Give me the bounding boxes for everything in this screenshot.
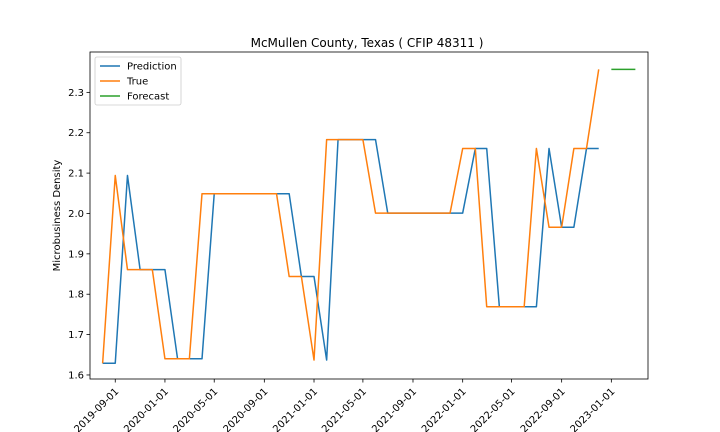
- legend-label-prediction: Prediction: [127, 62, 177, 73]
- y-tick-label: 2.0: [68, 209, 84, 220]
- y-tick-label: 1.7: [68, 330, 84, 341]
- y-tick-label: 2.3: [68, 88, 84, 99]
- x-tick-label: 2020-05-01: [171, 386, 220, 432]
- series-line-prediction: [102, 138, 599, 365]
- x-tick-label: 2021-05-01: [320, 386, 369, 432]
- series-layer: [101, 68, 636, 365]
- plot-area-frame: [89, 51, 649, 380]
- x-tick-label: 2023-01-01: [569, 386, 618, 432]
- y-tick-label: 2.1: [68, 169, 84, 180]
- y-axis: 1.6 1.7 1.8 1.9 2.0 2.1 2.2 2.3: [68, 88, 90, 381]
- y-tick-label: 1.9: [68, 249, 84, 260]
- legend-box: [94, 56, 182, 106]
- legend-label-true: True: [126, 77, 148, 88]
- series-line-true: [101, 69, 600, 364]
- x-tick-label: 2020-09-01: [222, 386, 271, 432]
- x-tick-label: 2020-01-01: [122, 386, 171, 432]
- x-tick-label: 2019-09-01: [72, 386, 121, 432]
- y-tick-label: 2.2: [68, 128, 84, 139]
- x-tick-label: 2022-09-01: [519, 386, 568, 432]
- x-tick-label: 2021-01-01: [271, 386, 320, 432]
- x-tick-label: 2022-05-01: [469, 386, 518, 432]
- y-axis-label: Microbusiness Density: [52, 160, 63, 272]
- legend-label-forecast: Forecast: [127, 92, 169, 103]
- chart-title: McMullen County, Texas ( CFIP 48311 ): [251, 36, 484, 50]
- x-tick-label: 2021-09-01: [370, 386, 419, 432]
- y-tick-label: 1.8: [68, 290, 84, 301]
- x-tick-label: 2022-01-01: [420, 386, 469, 432]
- legend: Prediction True Forecast: [94, 56, 182, 106]
- y-tick-label: 1.6: [68, 370, 84, 381]
- x-axis: 2019-09-01 2020-01-01 2020-05-01 2020-09-01…: [72, 379, 617, 432]
